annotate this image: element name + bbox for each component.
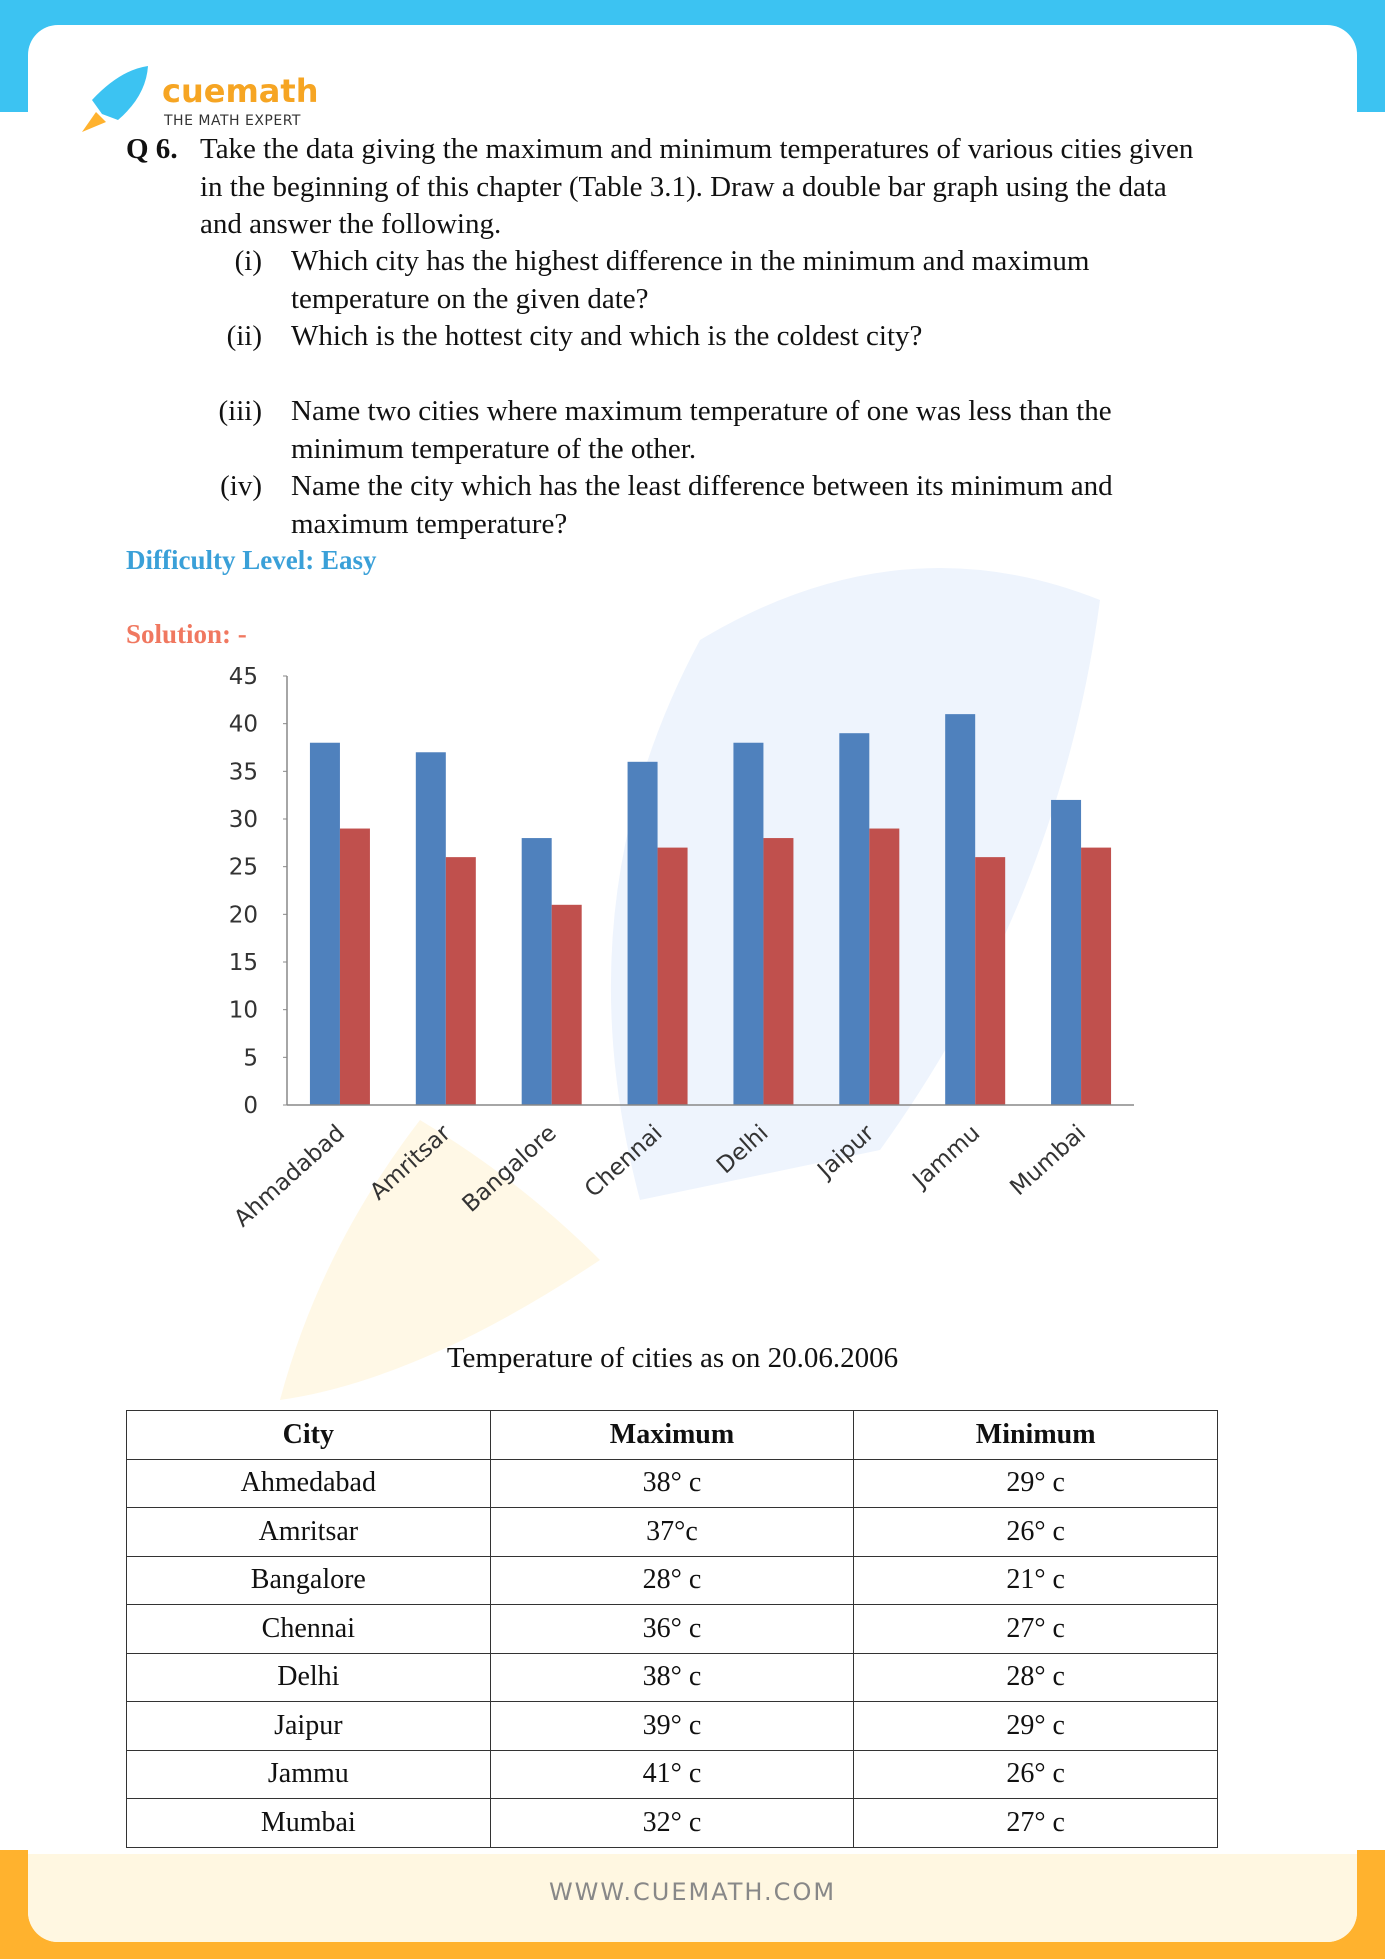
- difficulty: Difficulty Level: Easy: [126, 545, 377, 575]
- table-cell: 32° c: [489, 1798, 855, 1848]
- table-cell: Delhi: [126, 1652, 491, 1702]
- table-cell: 29° c: [853, 1458, 1218, 1508]
- x-tick-label: Bangalore: [458, 1120, 562, 1217]
- table-cell: 38° c: [489, 1458, 855, 1508]
- question-number: Q 6.: [126, 133, 178, 165]
- item-text: Name two cities where maximum temperatur…: [291, 395, 1112, 465]
- y-tick-label: 35: [229, 759, 258, 785]
- bar: [1051, 799, 1082, 1105]
- y-tick-label: 5: [243, 1045, 258, 1071]
- bar: [945, 714, 976, 1105]
- y-tick-label: 10: [229, 998, 258, 1024]
- table-cell: 28° c: [489, 1555, 855, 1605]
- chart: 0 5 10 15 20 25 30 35 40 45 Ahmadabad Amritsar Banga…: [229, 664, 1134, 1232]
- table-cell: 39° c: [489, 1701, 855, 1751]
- item-label: (iii): [218, 395, 263, 427]
- bar: [445, 857, 476, 1105]
- item-label: (ii): [226, 320, 262, 352]
- x-tick-label: Jaipur: [811, 1120, 879, 1185]
- table-row: Amritsar 37°c 26° c: [126, 1507, 1218, 1557]
- bar: [975, 857, 1006, 1105]
- table-row: Delhi 38° c 28° c: [126, 1652, 1218, 1702]
- x-tick-label: Amritsar: [365, 1120, 456, 1206]
- logo-rocket: [92, 66, 148, 120]
- question-number-text: Q 6: [126, 133, 171, 165]
- y-tick-label: 15: [229, 950, 258, 976]
- y-tick-label: 20: [229, 902, 258, 928]
- item-label: (iv): [220, 470, 262, 502]
- table-header-cell: City: [126, 1410, 491, 1460]
- table-cell: Bangalore: [126, 1555, 491, 1605]
- table-cell: Ahmedabad: [126, 1458, 491, 1508]
- y-tick-label: 0: [243, 1093, 258, 1119]
- y-tick-label: 30: [229, 807, 258, 833]
- x-tick-label: Ahmadabad: [229, 1120, 350, 1232]
- bar: [733, 742, 764, 1105]
- table-cell: Chennai: [126, 1604, 491, 1654]
- table-cell: Amritsar: [126, 1507, 491, 1557]
- bar: [657, 847, 688, 1105]
- x-tick-label: Jammu: [907, 1120, 986, 1194]
- table-row: Chennai 36° c 27° c: [126, 1604, 1218, 1654]
- table-header-row: City Maximum Minimum: [126, 1410, 1218, 1460]
- table-caption: Temperature of cities as on 20.06.2006: [446, 1342, 899, 1374]
- question-text: Take the data giving the maximum and min…: [200, 133, 1194, 240]
- watermark-flame: [280, 1120, 600, 1400]
- bar: [1081, 847, 1112, 1105]
- logo-flame: [82, 112, 106, 132]
- bar: [521, 838, 552, 1105]
- bar: [839, 733, 870, 1105]
- bar: [415, 752, 446, 1105]
- table-cell: 38° c: [489, 1652, 855, 1702]
- table-cell: 29° c: [853, 1701, 1218, 1751]
- item-label: (i): [234, 245, 262, 277]
- x-tick-label: Delhi: [712, 1120, 773, 1179]
- table-cell: Mumbai: [126, 1798, 491, 1848]
- table-cell: Jaipur: [126, 1701, 491, 1751]
- bar: [551, 904, 582, 1105]
- table-cell: Jammu: [126, 1749, 491, 1799]
- y-tick-label: 45: [229, 664, 258, 690]
- table-header-cell: Maximum: [489, 1410, 855, 1460]
- bar: [627, 761, 658, 1105]
- solution-label: Solution: -: [126, 619, 247, 649]
- table-cell: 37°c: [489, 1507, 855, 1557]
- table-row: Jammu 41° c 26° c: [126, 1749, 1218, 1799]
- y-tick-label: 25: [229, 855, 258, 881]
- table-cell: 28° c: [853, 1652, 1218, 1702]
- table-header-cell: Minimum: [853, 1410, 1218, 1460]
- footer: WWW.CUEMATH.COM: [548, 1878, 837, 1906]
- table-cell: 41° c: [489, 1749, 855, 1799]
- table-cell: 36° c: [489, 1604, 855, 1654]
- brand: cuemath: [162, 72, 319, 110]
- table-cell: 26° c: [853, 1507, 1218, 1557]
- table-row: Ahmedabad 38° c 29° c: [126, 1458, 1218, 1508]
- bar: [763, 838, 794, 1105]
- table-cell: 27° c: [853, 1604, 1218, 1654]
- table-row: Bangalore 28° c 21° c: [126, 1555, 1218, 1605]
- table: City Maximum Minimum Ahmedabad 38° c 29° c Amr…: [126, 1410, 1218, 1848]
- item-text: Name the city which has the least differ…: [291, 470, 1113, 540]
- item-text: Which is the hottest city and which is t…: [291, 320, 923, 352]
- item-text: Which city has the highest difference in…: [291, 245, 1090, 315]
- x-tick-label: Chennai: [580, 1120, 668, 1203]
- table-row: Mumbai 32° c 27° c: [126, 1798, 1218, 1848]
- table-cell: 27° c: [853, 1798, 1218, 1848]
- x-tick-label: Mumbai: [1005, 1120, 1091, 1201]
- y-tick-label: 40: [229, 712, 258, 738]
- table-cell: 26° c: [853, 1749, 1218, 1799]
- bar: [339, 828, 370, 1105]
- table-row: Jaipur 39° c 29° c: [126, 1701, 1218, 1751]
- tagline: THE MATH EXPERT: [164, 113, 301, 129]
- bar: [869, 828, 900, 1105]
- bar: [309, 742, 340, 1105]
- footer-band: [28, 1854, 1357, 1942]
- table-cell: 21° c: [853, 1555, 1218, 1605]
